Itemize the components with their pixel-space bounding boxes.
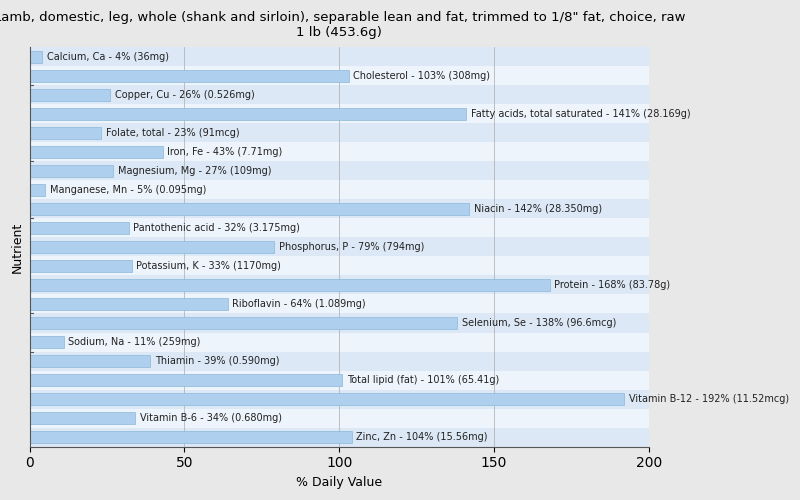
Bar: [30, 260, 132, 272]
Bar: [30, 184, 45, 196]
Text: Phosphorus, P - 79% (794mg): Phosphorus, P - 79% (794mg): [279, 242, 424, 252]
Bar: [30, 66, 649, 86]
Bar: [30, 279, 550, 291]
Text: Total lipid (fat) - 101% (65.41g): Total lipid (fat) - 101% (65.41g): [347, 375, 499, 385]
Bar: [30, 202, 470, 215]
Bar: [30, 314, 649, 332]
X-axis label: % Daily Value: % Daily Value: [296, 476, 382, 489]
Bar: [30, 336, 64, 348]
Title: Lamb, domestic, leg, whole (shank and sirloin), separable lean and fat, trimmed : Lamb, domestic, leg, whole (shank and si…: [0, 11, 685, 39]
Bar: [30, 142, 649, 162]
Bar: [30, 332, 649, 351]
Text: Iron, Fe - 43% (7.71mg): Iron, Fe - 43% (7.71mg): [167, 147, 282, 157]
Text: Sodium, Na - 11% (259mg): Sodium, Na - 11% (259mg): [68, 337, 201, 347]
Bar: [30, 408, 649, 428]
Text: Potassium, K - 33% (1170mg): Potassium, K - 33% (1170mg): [137, 261, 282, 271]
Bar: [30, 218, 649, 238]
Bar: [30, 317, 457, 329]
Bar: [30, 238, 649, 256]
Bar: [30, 393, 624, 405]
Bar: [30, 412, 135, 424]
Y-axis label: Nutrient: Nutrient: [11, 222, 24, 272]
Bar: [30, 298, 228, 310]
Bar: [30, 431, 352, 444]
Bar: [30, 390, 649, 408]
Bar: [30, 164, 114, 177]
Text: Thiamin - 39% (0.590mg): Thiamin - 39% (0.590mg): [155, 356, 279, 366]
Text: Copper, Cu - 26% (0.526mg): Copper, Cu - 26% (0.526mg): [115, 90, 254, 100]
Bar: [30, 428, 649, 446]
Text: Fatty acids, total saturated - 141% (28.169g): Fatty acids, total saturated - 141% (28.…: [471, 109, 690, 119]
Bar: [30, 240, 274, 253]
Text: Selenium, Se - 138% (96.6mcg): Selenium, Se - 138% (96.6mcg): [462, 318, 616, 328]
Bar: [30, 88, 110, 101]
Bar: [30, 222, 129, 234]
Text: Protein - 168% (83.78g): Protein - 168% (83.78g): [554, 280, 670, 290]
Text: Magnesium, Mg - 27% (109mg): Magnesium, Mg - 27% (109mg): [118, 166, 271, 176]
Text: Folate, total - 23% (91mcg): Folate, total - 23% (91mcg): [106, 128, 239, 138]
Bar: [30, 374, 342, 386]
Bar: [30, 50, 42, 63]
Bar: [30, 162, 649, 180]
Text: Cholesterol - 103% (308mg): Cholesterol - 103% (308mg): [354, 71, 490, 81]
Bar: [30, 47, 649, 66]
Text: Niacin - 142% (28.350mg): Niacin - 142% (28.350mg): [474, 204, 602, 214]
Text: Calcium, Ca - 4% (36mg): Calcium, Ca - 4% (36mg): [46, 52, 169, 62]
Text: Riboflavin - 64% (1.089mg): Riboflavin - 64% (1.089mg): [233, 299, 366, 309]
Bar: [30, 124, 649, 142]
Bar: [30, 180, 649, 200]
Bar: [30, 146, 163, 158]
Bar: [30, 370, 649, 390]
Text: Zinc, Zn - 104% (15.56mg): Zinc, Zn - 104% (15.56mg): [356, 432, 488, 442]
Bar: [30, 276, 649, 294]
Bar: [30, 86, 649, 104]
Bar: [30, 126, 101, 139]
Bar: [30, 256, 649, 276]
Bar: [30, 108, 466, 120]
Bar: [30, 355, 150, 367]
Bar: [30, 104, 649, 124]
Bar: [30, 200, 649, 218]
Text: Vitamin B-12 - 192% (11.52mcg): Vitamin B-12 - 192% (11.52mcg): [629, 394, 789, 404]
Text: Manganese, Mn - 5% (0.095mg): Manganese, Mn - 5% (0.095mg): [50, 185, 206, 195]
Bar: [30, 70, 349, 82]
Text: Vitamin B-6 - 34% (0.680mg): Vitamin B-6 - 34% (0.680mg): [139, 413, 282, 423]
Text: Pantothenic acid - 32% (3.175mg): Pantothenic acid - 32% (3.175mg): [134, 223, 300, 233]
Bar: [30, 352, 649, 370]
Bar: [30, 294, 649, 314]
